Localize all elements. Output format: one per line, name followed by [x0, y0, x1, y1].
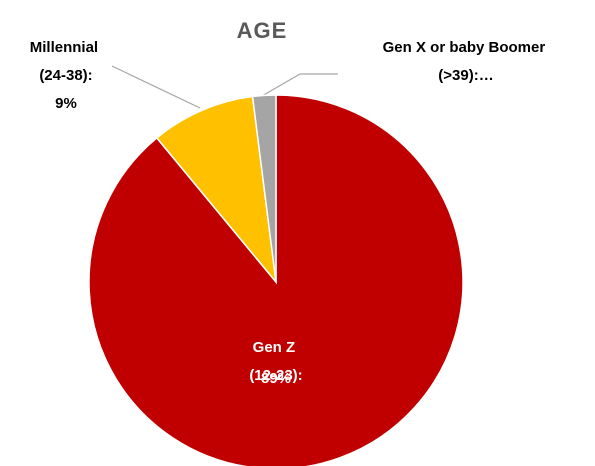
pie-slice — [155, 95, 278, 285]
chart-title: AGE — [237, 18, 288, 43]
value-label: 9% — [55, 95, 77, 112]
category-label: Gen Z (12-23): — [249, 339, 302, 384]
category-label: Millennial (24-38): — [30, 39, 103, 84]
value-label: 89% — [261, 370, 291, 387]
pie-slice — [251, 94, 277, 283]
leader-line — [111, 65, 201, 109]
leader-line — [261, 73, 338, 97]
category-label: Gen X or baby Boomer (>39):… — [383, 39, 550, 84]
